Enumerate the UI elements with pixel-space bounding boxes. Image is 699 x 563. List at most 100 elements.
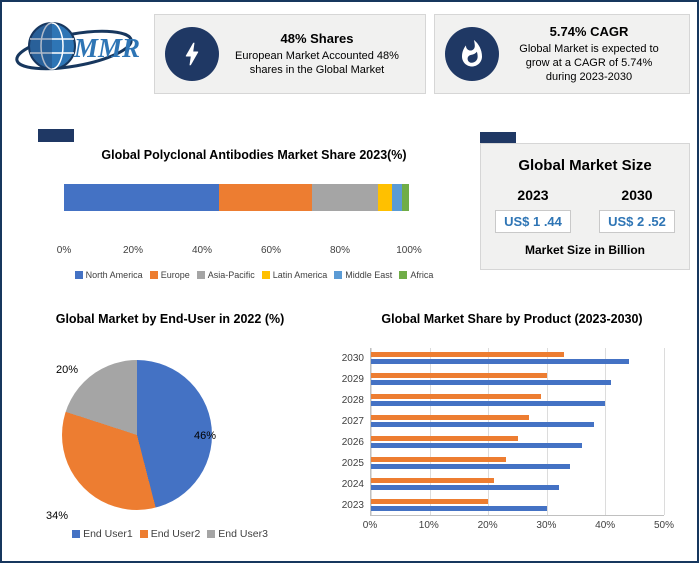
stat-card-cagr: 5.74% CAGR Global Market is expected to … <box>434 14 690 94</box>
legend-swatch-icon <box>149 271 158 279</box>
flame-icon <box>445 27 499 81</box>
stat-card-body: European Market Accounted 48% shares in … <box>235 49 399 76</box>
gridline <box>605 348 607 515</box>
legend-swatch-icon <box>207 530 216 538</box>
stacked-legend: North America Europe Asia-Pacific Latin Ame… <box>48 270 460 280</box>
y-axis-year-label: 2029 <box>341 374 364 385</box>
legend-label: End User2 <box>150 528 201 540</box>
legend-label: Latin America <box>272 270 328 280</box>
grouped-chart-area: 2030 2029 2028 2027 2026 2025 2024 2023 <box>334 348 665 516</box>
gridline <box>546 348 548 515</box>
segment-north-america <box>64 184 220 211</box>
bar-group-2024 <box>371 477 664 490</box>
legend-label: End User1 <box>83 528 133 540</box>
legend-swatch-icon <box>72 530 81 538</box>
market-share-chart: Global Polyclonal Antibodies Market Shar… <box>48 148 460 280</box>
chart-title: Global Market by End-User in 2022 (%) <box>55 312 285 326</box>
x-tick-label: 50% <box>653 520 675 531</box>
legend-swatch-icon <box>399 271 408 279</box>
legend-swatch-icon <box>196 271 205 279</box>
bar <box>371 456 506 462</box>
bar-group-2026 <box>371 435 664 448</box>
x-tick-label: 10% <box>418 520 439 531</box>
market-size-note: Market Size in Billion <box>524 243 646 257</box>
legend-label: Africa <box>410 270 434 280</box>
legend-label: Europe <box>160 270 190 280</box>
legend-item: North America <box>74 270 143 280</box>
bar <box>371 373 547 379</box>
y-axis-year-label: 2030 <box>341 353 364 364</box>
bar <box>371 380 612 386</box>
bar <box>371 435 518 441</box>
stat-card-title: 48% Shares <box>280 30 354 46</box>
stacked-x-axis: 0% 20% 40% 60% 80% 100% <box>57 245 422 258</box>
x-tick-label: 60% <box>260 245 282 256</box>
chart-title: Global Market Share by Product (2023-203… <box>381 312 643 326</box>
value-2023: US$ 1 .44 <box>495 210 571 233</box>
grouped-plot <box>370 348 665 516</box>
grouped-y-labels: 2030 2029 2028 2027 2026 2025 2024 2023 <box>334 348 370 516</box>
value-2030: US$ 2 .52 <box>599 210 675 233</box>
legend-item: Europe <box>149 270 190 280</box>
bar-group-2030 <box>371 352 664 365</box>
bar <box>371 401 606 407</box>
market-size-values: US$ 1 .44 US$ 2 .52 <box>481 210 689 233</box>
bar <box>371 359 629 365</box>
bar <box>371 477 495 483</box>
year-2023-label: 2023 <box>517 187 549 203</box>
legend-item: End User2 <box>139 528 201 540</box>
legend-item: Latin America <box>261 270 328 280</box>
logo-text: MMR <box>73 33 140 63</box>
stacked-bar <box>64 184 409 211</box>
section-tab-decoration <box>38 129 74 142</box>
gridline <box>664 348 665 515</box>
gridline <box>488 348 490 515</box>
x-tick-label: 80% <box>329 245 351 256</box>
legend-label: Middle East <box>345 270 393 280</box>
product-share-chart: Global Market Share by Product (2023-203… <box>334 312 690 557</box>
gridline <box>429 348 431 515</box>
stat-card-text: 5.74% CAGR Global Market is expected to … <box>499 24 679 85</box>
gridline <box>371 348 372 515</box>
legend-swatch-icon <box>334 271 343 279</box>
lightning-bolt-icon <box>165 27 219 81</box>
pie-legend: End User1 End User2 End User3 <box>20 528 320 540</box>
year-2030-label: 2030 <box>621 187 653 203</box>
legend-item: Africa <box>399 270 433 280</box>
bar <box>371 415 530 421</box>
x-tick-label: 0% <box>56 245 72 256</box>
pie-slice-label: 46% <box>194 430 217 442</box>
y-axis-year-label: 2024 <box>341 479 364 490</box>
market-size-years: 2023 2030 <box>481 187 689 203</box>
legend-swatch-icon <box>261 271 270 279</box>
legend-label: North America <box>85 270 143 280</box>
x-tick-label: 40% <box>191 245 213 256</box>
y-axis-year-label: 2026 <box>341 437 364 448</box>
bar <box>371 484 559 490</box>
bar <box>371 394 541 400</box>
x-tick-label: 100% <box>396 245 422 256</box>
x-tick-label: 30% <box>536 520 557 531</box>
grouped-x-axis: 0% 10% 20% 30% 40% 50% <box>363 520 674 534</box>
legend-label: End User3 <box>218 528 268 540</box>
bar-group-2025 <box>371 456 664 469</box>
bar-group-2028 <box>371 394 664 407</box>
stat-card-shares: 48% Shares European Market Accounted 48%… <box>154 14 426 94</box>
bar <box>371 463 571 469</box>
section-tab-decoration <box>480 132 516 145</box>
mmr-logo: MMR <box>12 10 152 92</box>
legend-item: Asia-Pacific <box>196 270 255 280</box>
legend-item: End User3 <box>207 528 268 540</box>
stat-card-body: Global Market is expected to grow at a C… <box>519 42 659 84</box>
bar-group-2023 <box>371 498 664 511</box>
chart-title: Global Polyclonal Antibodies Market Shar… <box>101 148 407 162</box>
bar-group-2027 <box>371 415 664 428</box>
pie-slice-label: 20% <box>56 364 79 376</box>
stat-card-text: 48% Shares European Market Accounted 48%… <box>219 31 415 78</box>
market-size-title: Global Market Size <box>518 157 652 174</box>
stat-card-title: 5.74% CAGR <box>549 23 629 39</box>
segment-europe <box>219 184 313 211</box>
x-tick-label: 0% <box>362 520 378 531</box>
bar <box>371 442 582 448</box>
